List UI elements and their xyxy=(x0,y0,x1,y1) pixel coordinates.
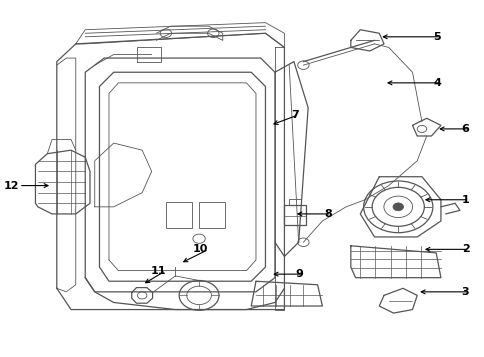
Text: 1: 1 xyxy=(461,195,469,205)
Text: 2: 2 xyxy=(461,244,469,254)
Text: 12: 12 xyxy=(3,181,19,191)
Bar xyxy=(198,201,225,228)
Text: 3: 3 xyxy=(461,287,469,297)
Bar xyxy=(288,199,301,205)
Bar xyxy=(166,201,192,228)
Text: 4: 4 xyxy=(432,78,440,88)
Text: 7: 7 xyxy=(290,110,298,120)
Bar xyxy=(284,205,305,225)
Circle shape xyxy=(392,203,403,211)
Text: 9: 9 xyxy=(295,269,303,279)
Text: 8: 8 xyxy=(323,209,331,219)
Text: 5: 5 xyxy=(432,32,440,42)
Text: 10: 10 xyxy=(193,244,208,254)
Text: 11: 11 xyxy=(150,266,166,276)
Text: 6: 6 xyxy=(461,124,469,134)
